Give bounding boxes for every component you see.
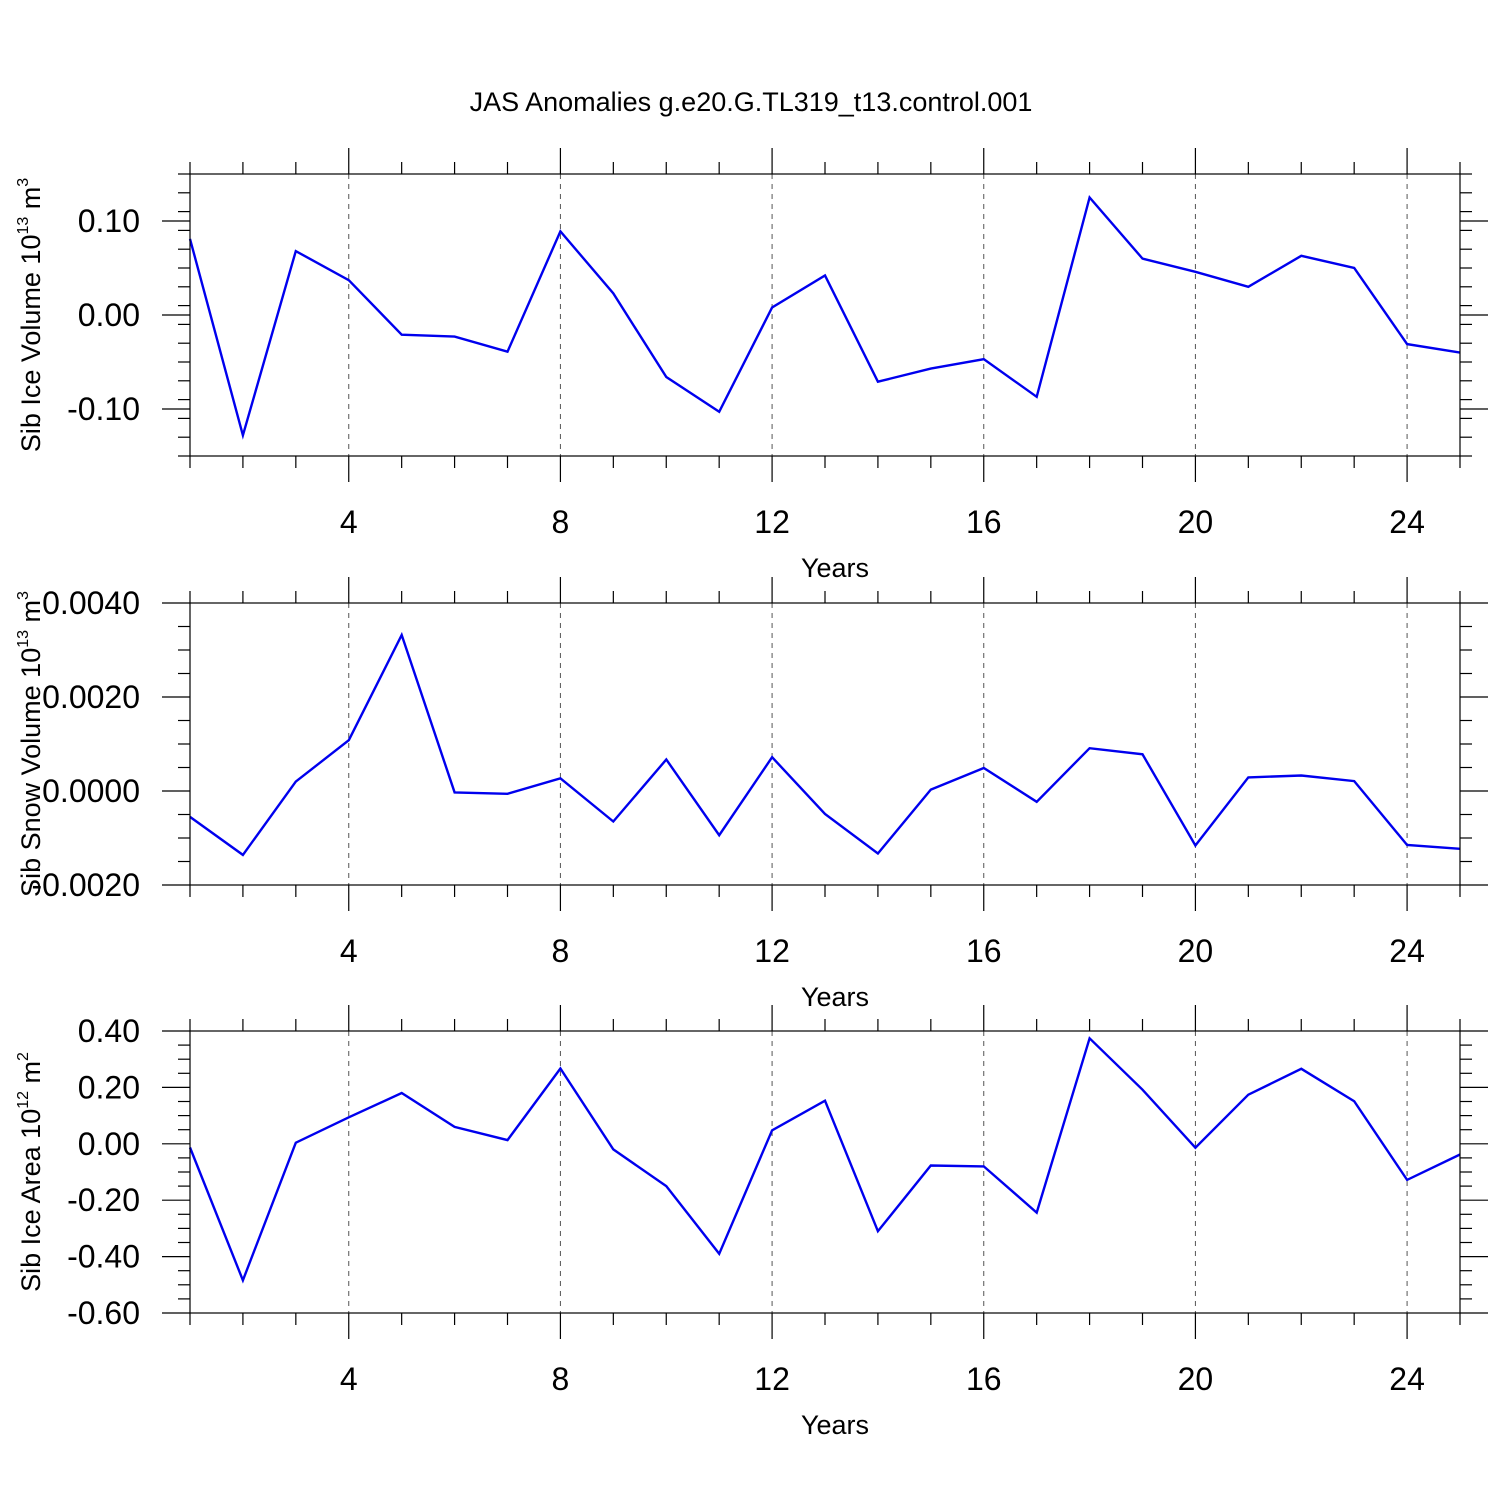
x-axis-label: Years [801,982,869,1012]
x-axis-label: Years [801,553,869,583]
panel-snow-volume: -0.0020 0.0000 0.0020 0.0040 4 8 12 16 20 24 Years… [15,577,1488,1012]
series-line-snow-volume [189,631,1461,857]
chart-title: JAS Anomalies g.e20.G.TL319_t13.control.… [470,87,1033,117]
y-tick-label: 0.20 [78,1069,140,1105]
x-tick-label: 20 [1178,933,1214,969]
x-tick-label: 16 [966,933,1002,969]
x-tick-label: 8 [552,1361,570,1397]
x-tick-label: 24 [1389,504,1425,540]
y-tick-label: 0.0040 [42,585,140,621]
plot-frame [189,1030,1461,1314]
y-tick-label: -0.10 [67,391,140,427]
x-tick-label: 4 [340,504,358,540]
x-tick-label: 8 [552,933,570,969]
y-axis-label: Sib Ice Area 1012 m2 [15,1052,46,1292]
x-tick-label: 12 [754,933,790,969]
y-tick-label: 0.00 [78,1126,140,1162]
x-tick-label: 4 [340,1361,358,1397]
x-tick-label: 20 [1178,504,1214,540]
y-tick-label: -0.20 [67,1182,140,1218]
x-tick-label: 16 [966,504,1002,540]
y-axis-label: Sib Snow Volume 1013 m3 [15,591,46,897]
y-tick-label: -0.40 [67,1239,140,1275]
x-tick-label: 20 [1178,1361,1214,1397]
y-tick-label: 0.00 [78,297,140,333]
plot-frame [189,173,1461,457]
series-line-ice-area [188,1036,1461,1284]
x-tick-label: 24 [1389,933,1425,969]
x-tick-label: 4 [340,933,358,969]
y-tick-label: 0.0020 [42,679,140,715]
x-tick-label: 16 [966,1361,1002,1397]
panel-ice-area: -0.60 -0.40 -0.20 0.00 0.20 0.40 4 8 12 16 20 24 Yea… [15,1005,1488,1440]
y-tick-label: -0.60 [67,1295,140,1331]
y-tick-label: 0.40 [78,1013,140,1049]
x-tick-label: 12 [754,1361,790,1397]
panel-ice-volume: -0.10 0.00 0.10 4 8 12 16 20 24 Years Sib Ice Volu… [15,148,1488,583]
x-axis-label: Years [801,1410,869,1440]
series-line-ice-volume [188,194,1461,440]
plot-frame [189,602,1461,886]
x-tick-label: 12 [754,504,790,540]
y-tick-label: -0.0020 [31,867,140,903]
y-tick-label: 0.0000 [42,773,140,809]
y-axis-label: Sib Ice Volume 1013 m3 [15,178,46,452]
y-tick-label: 0.10 [78,203,140,239]
x-tick-label: 8 [552,504,570,540]
x-tick-label: 24 [1389,1361,1425,1397]
